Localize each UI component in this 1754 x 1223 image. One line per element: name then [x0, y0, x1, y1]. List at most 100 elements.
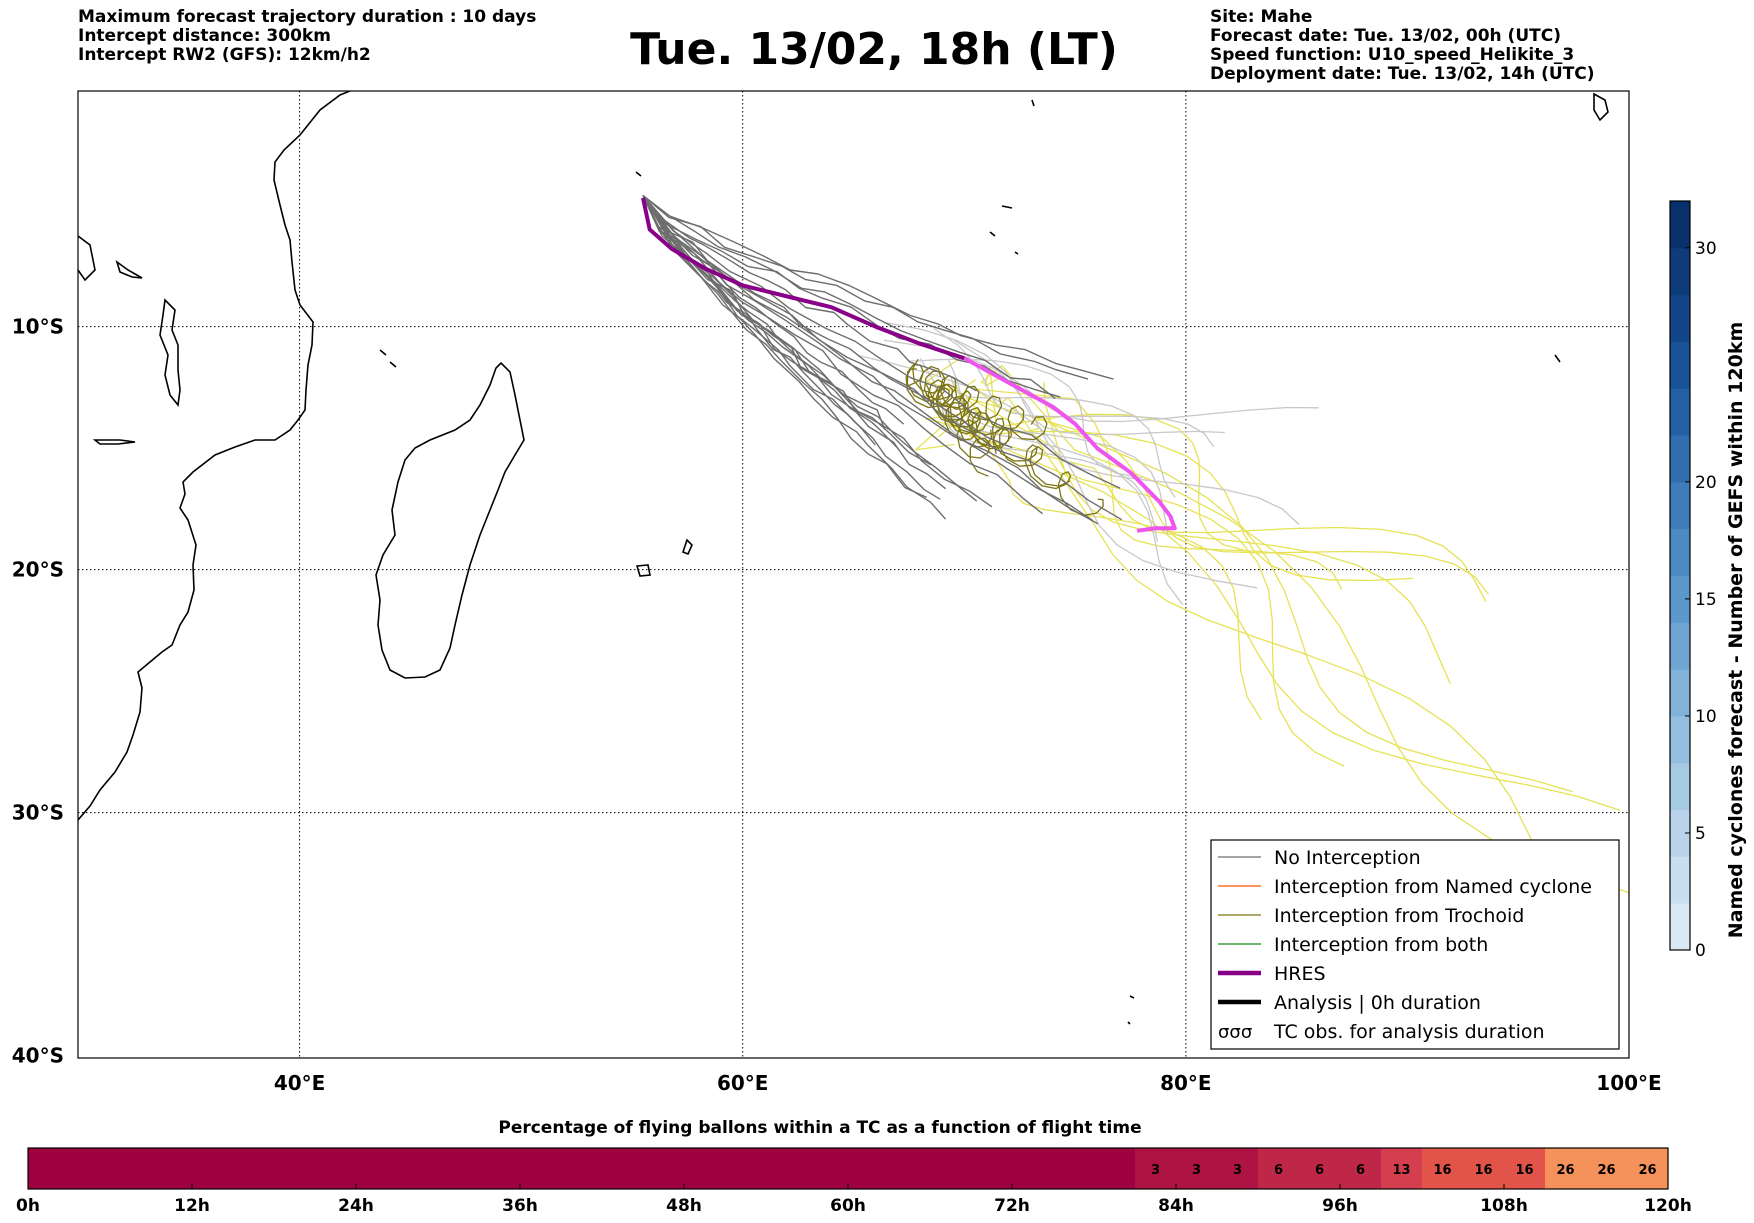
mafia-island-coast — [78, 235, 96, 282]
no-interception-track — [642, 195, 1061, 398]
flight-time-value: 16 — [1515, 1163, 1533, 1178]
header-info-right: Site: Mahe Forecast date: Tue. 13/02, 00… — [1210, 8, 1595, 84]
flight-time-cell — [1217, 1148, 1259, 1189]
flight-time-tick-label: 24h — [338, 1196, 374, 1216]
flight-time-cell — [1258, 1148, 1300, 1189]
colorbar-tick-label: 0 — [1695, 941, 1706, 961]
ensemble-track-late — [925, 412, 1413, 582]
graticule — [78, 91, 1629, 1058]
no-interception-track — [642, 195, 927, 499]
no-interception-track — [642, 195, 1121, 489]
flight-time-value: 6 — [1315, 1163, 1324, 1178]
flight-time-tick-label: 60h — [830, 1196, 866, 1216]
flight-time-cell — [930, 1148, 972, 1189]
flight-time-colorbar-title: Percentage of flying ballons within a TC… — [498, 1118, 1141, 1138]
flight-time-cell — [1545, 1148, 1587, 1189]
colorbar-segment — [1670, 341, 1690, 389]
flight-time-cell — [233, 1148, 275, 1189]
ensemble-track-late — [914, 422, 1621, 811]
colorbar-tick-label: 10 — [1695, 707, 1717, 727]
colorbar-segment — [1670, 201, 1690, 249]
legend-entry: HRES — [1218, 963, 1326, 985]
cyclone-colorbar-scale: 0 5 10 15 20 30 — [1669, 200, 1717, 961]
reunion-coast — [635, 564, 651, 577]
hres-track — [641, 197, 965, 361]
flight-time-tick-label: 48h — [666, 1196, 702, 1216]
flight-time-cell — [1627, 1148, 1669, 1189]
flight-time-cell — [315, 1148, 357, 1189]
lon-tick-label: 80°E — [1160, 1071, 1212, 1095]
flight-time-cell — [1053, 1148, 1095, 1189]
cyclone-colorbar-label: Named cyclones forecast - Number of GEFS… — [1725, 322, 1747, 939]
flight-time-value: 16 — [1474, 1163, 1492, 1178]
flight-time-colorbar: Percentage of flying ballons within a TC… — [16, 1118, 1692, 1216]
legend-label: Analysis | 0h duration — [1274, 992, 1481, 1014]
ensemble-track-late — [972, 386, 1596, 959]
flight-time-tick-label: 108h — [1480, 1196, 1528, 1216]
legend-entry: Interception from Trochoid — [1218, 905, 1524, 927]
colorbar-segment — [1670, 481, 1690, 530]
flight-time-tick-label: 36h — [502, 1196, 538, 1216]
flight-time-cell — [1504, 1148, 1546, 1189]
legend-entry: Analysis | 0h duration — [1218, 992, 1481, 1014]
flight-time-value: 26 — [1556, 1163, 1574, 1178]
forecast-date-text: Forecast date: Tue. 13/02, 00h (UTC) — [1210, 26, 1561, 46]
coastlines — [78, 91, 1609, 1025]
lat-tick-label: 30°S — [12, 801, 64, 825]
colorbar-tick-label: 15 — [1695, 590, 1717, 610]
max-duration-text: Maximum forecast trajectory duration : 1… — [78, 7, 537, 27]
lat-tick-label: 40°S — [12, 1044, 64, 1068]
colorbar-tick-label: 20 — [1695, 473, 1717, 493]
no-interception-track — [642, 195, 947, 490]
flight-time-value: 16 — [1433, 1163, 1451, 1178]
title-text: Tue. 13/02, 18h (LT) — [630, 24, 1118, 75]
flight-time-cell — [1012, 1148, 1054, 1189]
legend-entry: Interception from both — [1218, 934, 1488, 956]
lon-tick-label: 100°E — [1596, 1071, 1661, 1095]
flight-time-cell — [520, 1148, 562, 1189]
ensemble-track-faded — [937, 394, 1184, 606]
flight-time-cell — [889, 1148, 931, 1189]
flight-time-cell — [110, 1148, 152, 1189]
colorbar-tick-label: 30 — [1695, 239, 1717, 259]
intercept-distance-text: Intercept distance: 300km — [78, 26, 331, 46]
flight-time-value: 6 — [1356, 1163, 1365, 1178]
lake-coast — [159, 298, 181, 407]
flight-time-tick-label: 12h — [174, 1196, 210, 1216]
kenya-lake-coast — [92, 439, 136, 445]
map-frame — [77, 90, 1630, 1059]
flight-time-value: 13 — [1392, 1163, 1410, 1178]
legend-label: Interception from Named cyclone — [1274, 876, 1592, 898]
flight-time-colorbar-scale: 3 3 3 6 6 6 13 16 16 16 26 26 26 0h 12h 24h 36h 48h 60h 72h… — [16, 1147, 1692, 1216]
maldives-coast — [1031, 99, 1035, 107]
flight-time-cell — [725, 1148, 767, 1189]
ensemble-track-faded — [858, 355, 1258, 589]
flight-time-cell — [1463, 1148, 1505, 1189]
lon-tick-label: 60°E — [717, 1071, 769, 1095]
map-panel[interactable]: 10°S 20°S 30°S 40°S 40°E 60°E 80°E 100°E No Int… — [12, 90, 1662, 1095]
header-info-left: Maximum forecast trajectory duration : 1… — [78, 8, 536, 65]
flight-time-cell — [151, 1148, 193, 1189]
ensemble-track-late — [1020, 415, 1573, 793]
flight-time-cell — [561, 1148, 603, 1189]
flight-time-tick-label: 84h — [1158, 1196, 1194, 1216]
flight-time-cell — [1176, 1148, 1218, 1189]
madagascar-coast — [375, 361, 525, 679]
flight-time-cell — [69, 1148, 111, 1189]
flight-time-cell — [356, 1148, 398, 1189]
colorbar-segment — [1670, 856, 1690, 904]
flight-time-cell — [1299, 1148, 1341, 1189]
flight-time-cell — [397, 1148, 439, 1189]
flight-time-cell — [192, 1148, 234, 1189]
ne-islands-coast — [1593, 92, 1609, 122]
cocos-coast — [1554, 354, 1561, 363]
flight-time-cell — [807, 1148, 849, 1189]
flight-time-cell — [1422, 1148, 1464, 1189]
deployment-date-text: Deployment date: Tue. 13/02, 14h (UTC) — [1210, 64, 1595, 84]
chagos-coast — [989, 205, 1019, 255]
colorbar-segment — [1670, 435, 1690, 483]
flight-time-cell — [438, 1148, 480, 1189]
flight-time-value: 3 — [1192, 1163, 1201, 1178]
seychelles-coast — [635, 171, 642, 177]
colorbar-tick-label: 5 — [1695, 824, 1706, 844]
